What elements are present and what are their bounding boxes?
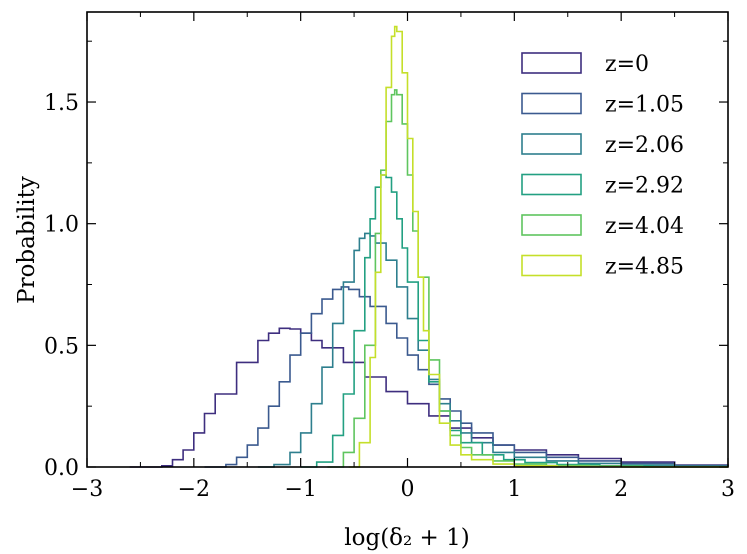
legend-swatch-2	[521, 133, 582, 155]
x-tick-label: −2	[178, 477, 210, 502]
x-tick-label: −3	[71, 477, 103, 502]
x-axis-label: log(δ₂ + 1)	[344, 525, 469, 551]
legend-label-1: z=1.05	[605, 93, 684, 118]
legend: z=0 z=1.05 z=2.06 z=2.92 z=4.04 z=4.85	[521, 52, 684, 280]
legend-label-3: z=2.92	[605, 174, 684, 199]
series-line-1	[204, 286, 729, 468]
y-tick-label: 1.5	[44, 91, 79, 116]
series-line-3	[300, 174, 729, 468]
legend-swatch-4	[521, 214, 582, 236]
legend-swatch-0	[521, 52, 582, 74]
x-tick-label: 1	[507, 477, 521, 502]
plot-frame	[86, 11, 729, 468]
legend-label-2: z=2.06	[605, 133, 684, 158]
legend-label-4: z=4.04	[605, 214, 684, 239]
series-line-2	[257, 232, 729, 468]
ticks-layer: −3 −2 −1 0 1 2 3 0.0 0.5 1.0 1.5	[44, 12, 735, 502]
y-tick-label: 1.0	[44, 213, 79, 238]
x-tick-label: 2	[614, 477, 628, 502]
legend-swatch-1	[521, 92, 582, 115]
legend-swatch-5	[521, 254, 582, 277]
series-line-5	[348, 25, 729, 468]
x-tick-label: −1	[284, 477, 316, 502]
legend-swatch-3	[521, 173, 582, 196]
y-tick-label: 0.0	[44, 456, 79, 481]
x-tick-label: 0	[401, 477, 415, 502]
x-tick-label: 3	[721, 477, 735, 502]
series-layer	[129, 25, 729, 468]
series-line-0	[129, 327, 729, 468]
legend-label-5: z=4.85	[605, 255, 684, 280]
legend-label-0: z=0	[605, 52, 649, 77]
y-tick-label: 0.5	[44, 334, 79, 359]
y-axis-label: Probability	[14, 176, 40, 304]
